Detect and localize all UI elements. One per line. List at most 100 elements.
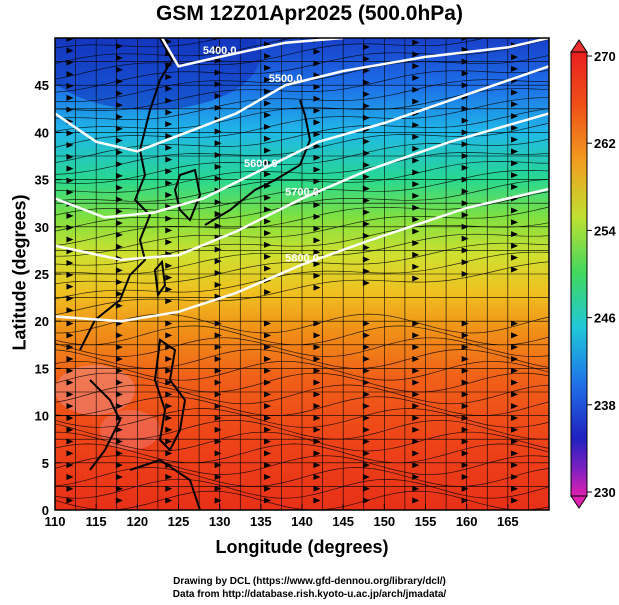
- flow-arrow: [412, 485, 420, 492]
- flow-arrow: [412, 263, 420, 270]
- flow-arrow: [362, 103, 370, 110]
- flow-arrow: [66, 355, 74, 362]
- flow-arrow: [214, 332, 222, 339]
- flow-arrow: [461, 462, 469, 469]
- flow-arrow: [115, 43, 123, 50]
- x-tick-label: 165: [497, 514, 519, 529]
- flow-arrow: [412, 367, 420, 374]
- flow-arrow: [313, 332, 321, 339]
- flow-arrow: [362, 391, 370, 398]
- flow-arrow: [313, 119, 321, 126]
- flow-arrow: [264, 147, 272, 154]
- y-tick-label: 35: [35, 173, 49, 188]
- flow-arrow: [264, 194, 272, 201]
- flow-arrow: [264, 379, 272, 386]
- flow-arrow: [412, 39, 420, 46]
- flow-arrow: [214, 69, 222, 76]
- flow-arrow: [313, 391, 321, 398]
- flow-arrow: [363, 20, 370, 26]
- y-tick-label: 15: [35, 361, 49, 376]
- flow-arrow: [264, 159, 272, 166]
- credit-drawing: Drawing by DCL (https://www.gfd-dennou.o…: [173, 576, 446, 587]
- flow-arrow: [66, 283, 74, 290]
- flow-arrow: [362, 197, 370, 204]
- flow-arrow: [362, 221, 370, 228]
- flow-arrow: [115, 90, 123, 97]
- colorbar-top-arrow: [570, 39, 588, 53]
- height-contours: 5400.0 5500.0 5600.0 5700.0 5800.0: [55, 38, 549, 323]
- korea-coast: [173, 168, 202, 222]
- flow-arrow: [511, 438, 519, 445]
- contour-label: 5700.0: [285, 186, 319, 198]
- flow-arrow: [362, 426, 370, 433]
- flow-arrow: [362, 355, 370, 362]
- x-tick-label: 160: [456, 514, 478, 529]
- flow-arrow: [461, 332, 469, 339]
- flow-arrow: [264, 403, 272, 410]
- flow-arrow: [461, 259, 469, 266]
- flow-arrow: [362, 67, 370, 74]
- flow-arrow: [264, 241, 272, 248]
- flow-arrow: [412, 216, 420, 223]
- flow-arrow: [165, 438, 173, 445]
- flow-arrow: [511, 19, 518, 25]
- flow-arrow: [412, 133, 420, 140]
- colorbar-tick-label: 230: [594, 485, 616, 500]
- flow-arrow: [362, 256, 370, 263]
- coastlines: [79, 38, 312, 510]
- colorbar-tick-label: 254: [594, 223, 616, 238]
- flow-arrow: [165, 73, 173, 80]
- flow-arrow: [362, 438, 370, 445]
- flow-arrow: [165, 473, 173, 480]
- credit-data: Data from http://database.rish.kyoto-u.a…: [172, 589, 447, 600]
- flow-arrow: [264, 123, 272, 130]
- flow-arrow: [165, 215, 173, 222]
- flow-arrow: [461, 212, 469, 218]
- x-tick-label: 115: [86, 514, 107, 529]
- flow-arrow: [264, 218, 272, 225]
- flow-arrow: [264, 438, 272, 445]
- colorbar-bar: [570, 51, 588, 497]
- chart-title: GSM 12Z01Apr2025 (500.0hPa): [156, 2, 463, 25]
- flow-arrow: [66, 142, 74, 149]
- flow-arrow: [214, 367, 222, 374]
- flow-arrow: [66, 83, 74, 90]
- flow-arrow: [115, 279, 123, 286]
- colorbar-ticks: 270 262 254 246 238 230: [587, 49, 616, 500]
- flow-arrow: [214, 473, 222, 480]
- flow-arrow: [66, 367, 74, 374]
- flow-arrow: [313, 260, 321, 267]
- flow-arrow: [115, 497, 123, 504]
- flow-arrow: [214, 426, 222, 433]
- flow-arrow: [66, 462, 74, 469]
- flow-arrow: [313, 485, 321, 492]
- japan-coast: [204, 99, 312, 226]
- flow-arrow: [214, 81, 222, 88]
- flow-arrow: [412, 403, 420, 410]
- flow-arrow: [412, 192, 420, 199]
- flow-arrow: [362, 55, 370, 62]
- x-tick-label: 110: [45, 514, 66, 529]
- flow-arrow: [362, 209, 370, 216]
- flow-arrow: [362, 344, 370, 351]
- flow-arrow: [165, 379, 173, 386]
- flow-arrow: [66, 47, 74, 54]
- flow-arrow: [511, 403, 519, 410]
- flow-arrow: [115, 66, 123, 73]
- flow-arrow: [115, 78, 123, 85]
- y-tick-label: 20: [35, 314, 49, 329]
- flow-arrow: [511, 414, 519, 421]
- flow-arrow: [214, 199, 222, 206]
- flow-arrow: [66, 379, 74, 386]
- flow-arrow: [313, 95, 321, 102]
- flow-arrow: [313, 450, 321, 457]
- flow-arrow: [214, 281, 222, 288]
- flow-arrow: [511, 426, 519, 433]
- flow-arrow: [115, 332, 123, 339]
- flow-arrow: [115, 137, 123, 144]
- x-tick-label: 135: [250, 514, 272, 529]
- flow-arrow: [511, 473, 519, 480]
- flow-arrow: [412, 169, 420, 176]
- flow-arrow: [165, 38, 173, 45]
- flow-arrow: [511, 89, 519, 96]
